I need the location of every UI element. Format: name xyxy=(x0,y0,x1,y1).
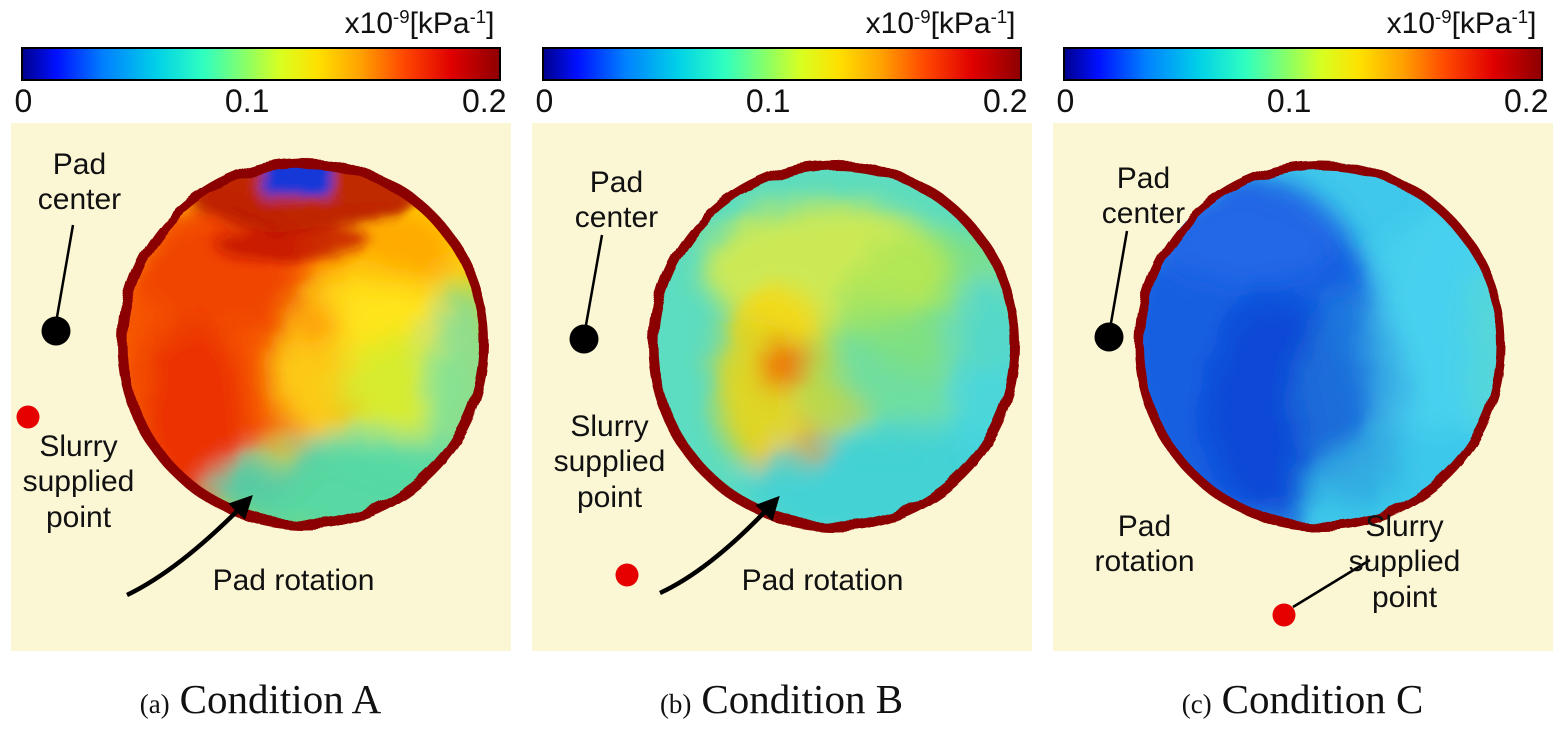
slurry-supplied-point-label: Slurry supplied point xyxy=(553,410,666,514)
pad-rotation-label: Pad rotation xyxy=(1094,510,1195,579)
colorbar-gradient xyxy=(20,47,501,82)
pad-center-dot xyxy=(41,316,70,346)
colorbar-title: x10-9[kPa-1] xyxy=(344,6,495,41)
pad-heatmap-a xyxy=(117,157,489,530)
pad-center-label: Pad center xyxy=(37,148,122,217)
slurry-dot xyxy=(615,563,638,587)
caption-label: Condition B xyxy=(701,676,904,723)
pad-center-dot xyxy=(569,324,598,354)
caption-b: (b) Condition B xyxy=(660,675,903,723)
colorbar-tick-mid: 0.1 xyxy=(1266,83,1312,120)
panel-condition-b: x10-9[kPa-1] 0 0.1 0.2 xyxy=(521,0,1042,752)
pad-map-area-c: Pad center Pad rotation Slurry supplied … xyxy=(1052,123,1553,652)
slurry-dot xyxy=(1272,603,1295,627)
panel-condition-c: x10-9[kPa-1] 0 0.1 0.2 xyxy=(1042,0,1563,752)
colorbar-tick-mid: 0.1 xyxy=(745,83,791,120)
colorbar-c: x10-9[kPa-1] 0 0.1 0.2 xyxy=(1053,0,1553,120)
pad-center-dot xyxy=(1094,322,1123,352)
colorbar-tick-max: 0.2 xyxy=(1504,83,1549,120)
colorbar-tick-mid: 0.1 xyxy=(224,83,270,120)
caption-a: (a) Condition A xyxy=(140,675,382,723)
colorbar-tick-min: 0 xyxy=(14,83,33,120)
colorbar-tick-min: 0 xyxy=(1056,83,1075,120)
slurry-supplied-point-label: Slurry supplied point xyxy=(1348,510,1461,614)
pad-center-label: Pad center xyxy=(1101,162,1186,231)
pad-rotation-label: Pad rotation xyxy=(741,564,904,598)
pad-center-label: Pad center xyxy=(574,166,659,235)
colorbar-tick-min: 0 xyxy=(535,83,554,120)
colorbar-title: x10-9[kPa-1] xyxy=(865,6,1016,41)
pad-center-pointer-line xyxy=(55,224,74,318)
colorbar-title: x10-9[kPa-1] xyxy=(1386,6,1537,41)
caption-c: (c) Condition C xyxy=(1182,675,1424,723)
pad-heatmap-b xyxy=(648,159,1020,532)
caption-tag: (c) xyxy=(1181,689,1212,720)
pad-map-area-b: Pad center Slurry supplied point Pad rot… xyxy=(531,123,1032,652)
colorbar-ticks: 0 0.1 0.2 xyxy=(1057,83,1549,120)
colorbar-gradient xyxy=(1062,47,1543,82)
colorbar-tick-max: 0.2 xyxy=(462,83,507,120)
colorbar-b: x10-9[kPa-1] 0 0.1 0.2 xyxy=(532,0,1032,120)
pad-map-area-a: Pad center Slurry supplied point Pad rot… xyxy=(10,123,511,652)
caption-tag: (b) xyxy=(659,689,692,720)
panel-condition-a: x10-9[kPa-1] 0 0.1 0.2 xyxy=(0,0,521,752)
pad-heatmap-c xyxy=(1134,160,1506,532)
colorbar-ticks: 0 0.1 0.2 xyxy=(15,83,507,120)
slurry-supplied-point-label: Slurry supplied point xyxy=(22,430,135,534)
pad-rotation-label: Pad rotation xyxy=(212,564,375,598)
pad-center-pointer-line xyxy=(1109,230,1128,324)
pad-center-pointer-line xyxy=(584,234,603,326)
colorbar-tick-max: 0.2 xyxy=(983,83,1028,120)
colorbar-gradient xyxy=(541,47,1022,82)
caption-label: Condition C xyxy=(1221,676,1424,723)
slurry-dot xyxy=(16,405,39,429)
colorbar-a: x10-9[kPa-1] 0 0.1 0.2 xyxy=(11,0,511,120)
caption-tag: (a) xyxy=(139,689,170,720)
caption-label: Condition A xyxy=(179,676,382,723)
colorbar-ticks: 0 0.1 0.2 xyxy=(536,83,1028,120)
